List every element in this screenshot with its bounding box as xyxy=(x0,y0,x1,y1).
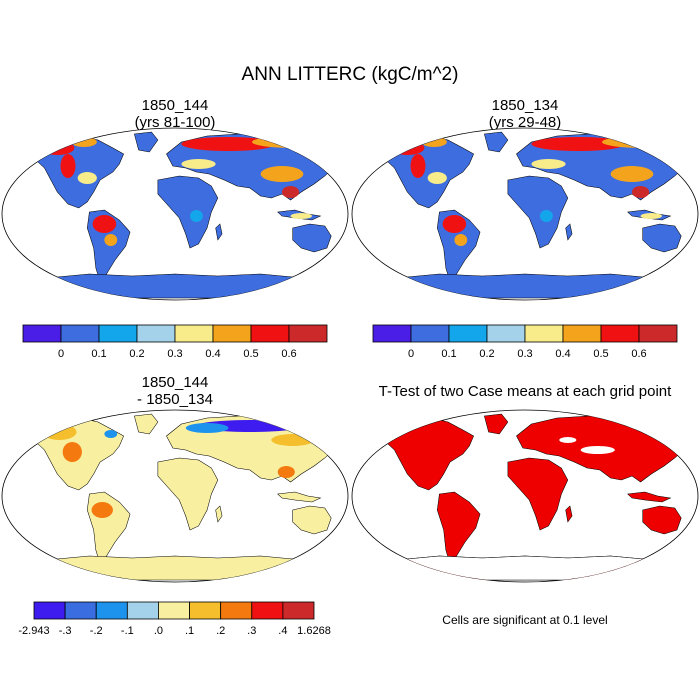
non-significant-patch xyxy=(580,446,615,454)
colorbar-swatch xyxy=(33,601,66,620)
colorbar-swatch xyxy=(372,324,412,343)
panel-title-top-left-line1: 1850_144 xyxy=(141,97,209,114)
map-top-right xyxy=(351,127,699,301)
colorbar-swatch xyxy=(288,324,328,343)
panel-title-bottom-left: 1850_144 - 1850_134 xyxy=(50,374,300,408)
colorbar-tick-label: 0.2 xyxy=(129,348,144,360)
colorbar-tick-label: .3 xyxy=(247,625,256,637)
panel-title-bottom-left-line2: - 1850_134 xyxy=(137,391,213,408)
colorbar-swatch xyxy=(189,601,222,620)
colorbar-swatch xyxy=(282,601,315,620)
colorbar-tick-label: 0.4 xyxy=(205,348,220,360)
panel-title-top-right-line2: (yrs 29-48) xyxy=(488,114,562,131)
colorbar-swatch xyxy=(126,601,159,620)
colorbar-swatch xyxy=(250,324,290,343)
colorbar-swatch xyxy=(174,324,214,343)
colorbar-difference: -2.943 -.3 -.2 -.1 .0 .1 .2 .3 .4 1.6268 xyxy=(18,601,331,637)
colorbar-tick-label: 0.3 xyxy=(167,348,182,360)
colorbar-swatch xyxy=(60,324,100,343)
colorbar-tick-label: -.3 xyxy=(59,625,72,637)
colorbar-swatch xyxy=(98,324,138,343)
panel-title-top-left: 1850_144 (yrs 81-100) xyxy=(50,97,300,131)
map-bottom-left xyxy=(1,409,349,583)
significance-note: Cells are significant at 0.1 level xyxy=(442,613,608,627)
colorbar-swatch xyxy=(158,601,190,620)
panel-title-top-right-line1: 1850_134 xyxy=(491,97,559,114)
panel-title-top-left-line2: (yrs 81-100) xyxy=(134,114,216,131)
main-title: ANN LITTERC (kgC/m^2) xyxy=(241,64,459,85)
colorbar-tick-label: .4 xyxy=(278,625,287,637)
colorbar-swatch xyxy=(136,324,176,343)
colorbar-tick-label: 0.5 xyxy=(243,348,258,360)
colorbar-tick-label: 1.6268 xyxy=(297,625,331,637)
colorbar-tick-label: 0.1 xyxy=(441,348,456,360)
colorbar-tick-label: .0 xyxy=(154,625,163,637)
colorbar-top-right: 0 0.1 0.2 0.3 0.4 0.5 0.6 xyxy=(372,324,678,360)
colorbar-swatch xyxy=(600,324,640,343)
colorbar-tick-label: .2 xyxy=(216,625,225,637)
colorbar-top-left: 0 0.1 0.2 0.3 0.4 0.5 0.6 xyxy=(22,324,328,360)
non-significant-patch xyxy=(559,437,577,443)
colorbar-tick-label: 0.6 xyxy=(281,348,296,360)
map-bottom-right xyxy=(351,409,699,583)
colorbar-tick-label: -2.943 xyxy=(18,625,49,637)
colorbar-tick-label: 0.5 xyxy=(593,348,608,360)
colorbar-tick-label: 0.4 xyxy=(555,348,570,360)
colorbar-swatch xyxy=(562,324,602,343)
map-top-left xyxy=(1,127,349,301)
colorbar-swatch xyxy=(64,601,97,620)
colorbar-tick-label: 0 xyxy=(58,348,64,360)
colorbar-swatch xyxy=(220,601,253,620)
colorbar-tick-label: 0.3 xyxy=(517,348,532,360)
panel-title-bottom-left-line1: 1850_144 xyxy=(141,374,209,391)
colorbar-tick-label: 0.2 xyxy=(479,348,494,360)
colorbar-swatch xyxy=(22,324,62,343)
colorbar-swatch xyxy=(486,324,526,343)
colorbar-tick-label: 0.1 xyxy=(91,348,106,360)
colorbar-swatch xyxy=(638,324,678,343)
colorbar-swatch xyxy=(95,601,128,620)
colorbar-tick-label: 0 xyxy=(408,348,414,360)
colorbar-tick-label: 0.6 xyxy=(631,348,646,360)
colorbar-tick-label: -.2 xyxy=(90,625,103,637)
colorbar-tick-label: -.1 xyxy=(121,625,134,637)
colorbar-tick-label: .1 xyxy=(185,625,194,637)
panel-title-bottom-right: T-Test of two Case means at each grid po… xyxy=(378,383,672,400)
colorbar-swatch xyxy=(251,601,284,620)
colorbar-swatch xyxy=(524,324,564,343)
colorbar-swatch xyxy=(448,324,488,343)
colorbar-swatch xyxy=(212,324,252,343)
antarctica-outline xyxy=(352,555,698,581)
panel-title-top-right: 1850_134 (yrs 29-48) xyxy=(400,97,650,131)
colorbar-swatch xyxy=(410,324,450,343)
